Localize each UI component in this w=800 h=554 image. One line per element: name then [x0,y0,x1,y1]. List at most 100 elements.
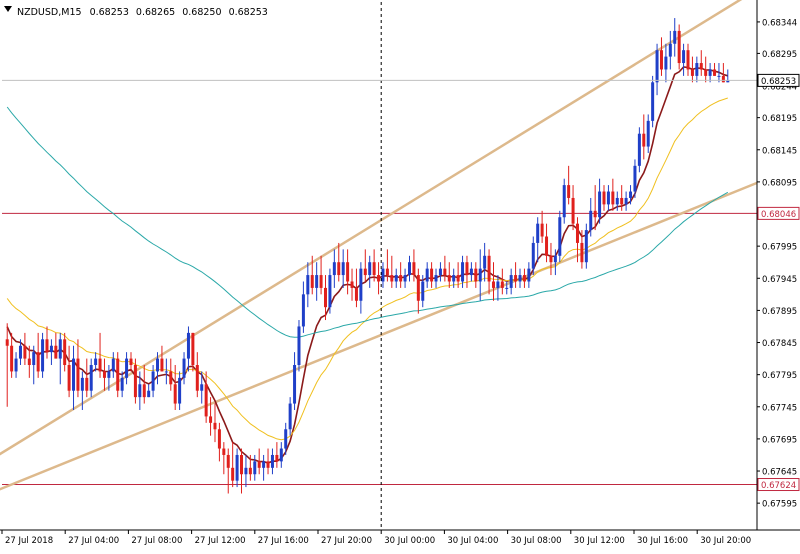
candle[interactable] [72,345,76,410]
candle[interactable] [562,178,566,224]
candle[interactable] [200,371,204,404]
candle[interactable] [505,281,509,295]
candle[interactable] [32,345,36,385]
candle[interactable] [14,352,18,378]
candle[interactable] [279,442,283,468]
candle[interactable] [107,365,111,391]
candle[interactable] [469,262,473,282]
candle[interactable] [138,371,142,410]
candle[interactable] [668,30,672,70]
candle[interactable] [553,249,557,276]
candle[interactable] [270,448,274,475]
candle[interactable] [111,352,115,378]
candle[interactable] [178,371,182,410]
candle[interactable] [341,249,345,288]
candle[interactable] [536,217,540,263]
candle[interactable] [430,262,434,288]
candles-layer[interactable] [5,18,730,494]
candle[interactable] [164,358,168,385]
candle[interactable] [284,422,288,455]
candle[interactable] [147,384,151,398]
candle[interactable] [240,448,244,494]
candle[interactable] [49,339,53,366]
candle[interactable] [116,352,120,398]
candle[interactable] [509,268,513,295]
candle[interactable] [496,275,500,301]
candle[interactable] [421,275,425,308]
candle[interactable] [209,397,213,436]
candle[interactable] [288,397,292,436]
candle[interactable] [642,114,646,160]
candle[interactable] [222,442,226,475]
candle[interactable] [695,56,699,83]
candle[interactable] [704,56,708,83]
candle[interactable] [67,345,71,398]
candle[interactable] [372,249,376,282]
candle[interactable] [169,358,173,391]
candle[interactable] [275,442,279,468]
candle[interactable] [337,242,341,282]
channel-line-2[interactable] [0,0,757,494]
candle[interactable] [102,358,106,391]
candle[interactable] [133,358,137,404]
candle[interactable] [217,422,221,462]
candle[interactable] [491,262,495,301]
candle[interactable] [244,454,248,488]
candle[interactable] [18,339,22,366]
candle[interactable] [129,352,133,372]
candle[interactable] [461,255,465,288]
candle[interactable] [173,365,177,410]
candle[interactable] [226,448,230,494]
candle[interactable] [297,320,301,372]
candle[interactable] [23,332,27,366]
candle[interactable] [89,358,93,398]
candle[interactable] [301,281,305,333]
candle[interactable] [629,185,633,205]
candle[interactable] [381,262,385,288]
candle[interactable] [390,255,394,288]
candle[interactable] [575,217,579,263]
candle[interactable] [545,223,549,263]
candle[interactable] [518,268,522,288]
candle[interactable] [394,268,398,288]
candle[interactable] [41,332,45,378]
candle[interactable] [363,249,367,282]
candle[interactable] [315,262,319,301]
candle[interactable] [191,332,195,372]
candle[interactable] [54,332,58,359]
candle[interactable] [478,249,482,301]
candle[interactable] [633,159,637,198]
candle[interactable] [611,178,615,211]
candle[interactable] [593,185,597,231]
candle[interactable] [36,332,40,378]
candle[interactable] [385,249,389,282]
candle[interactable] [443,255,447,282]
candle[interactable] [589,197,593,237]
candle[interactable] [248,454,252,481]
candle[interactable] [721,63,725,83]
candle[interactable] [151,365,155,398]
candle[interactable] [615,191,619,211]
candle[interactable] [403,268,407,288]
candle[interactable] [474,262,478,288]
candle[interactable] [514,262,518,288]
candle[interactable] [324,275,328,321]
candle[interactable] [231,442,235,488]
candle[interactable] [293,352,297,410]
candle[interactable] [377,262,381,295]
candle[interactable] [5,323,9,407]
candle[interactable] [620,185,624,211]
candle[interactable] [27,345,31,378]
candle[interactable] [664,43,668,83]
candle[interactable] [713,63,717,76]
candle[interactable] [98,332,102,378]
candle[interactable] [500,268,504,295]
candle[interactable] [483,242,487,282]
candle[interactable] [690,56,694,83]
candle[interactable] [120,371,124,398]
candle[interactable] [549,242,553,276]
candle[interactable] [487,249,491,295]
candle[interactable] [567,165,571,205]
candle[interactable] [85,358,89,398]
candle[interactable] [350,268,354,301]
